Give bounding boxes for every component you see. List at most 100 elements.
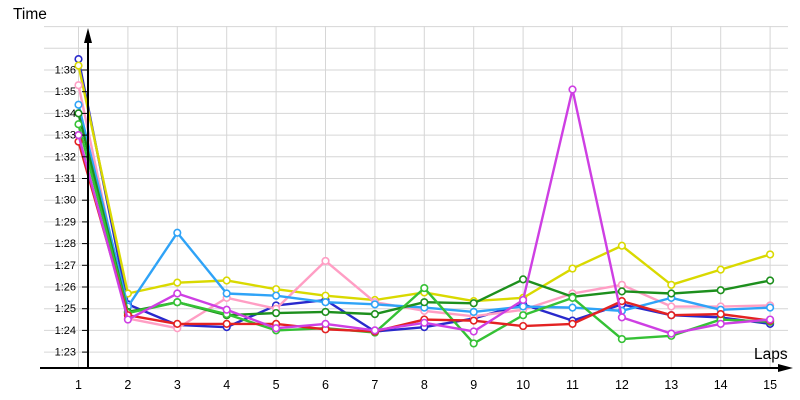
tick-label-layer: 1:23 1:24 1:25 1:26 1:27 1:28 1:29 1:30 1:31 1:32… (55, 65, 778, 393)
data-point-yellow (321, 291, 330, 300)
data-point-sky-blue (469, 307, 478, 317)
x-tick-label: 1 (75, 378, 82, 392)
data-point-magenta (716, 319, 725, 328)
y-tick-label: 1:24 (55, 325, 76, 337)
y-tick-label: 1:25 (55, 303, 76, 315)
data-point-dark-green (469, 299, 478, 308)
y-tick-label: 1:33 (55, 130, 76, 142)
y-tick-label: 1:29 (55, 216, 76, 228)
data-point-sky-blue (765, 303, 775, 312)
data-point-green (518, 311, 528, 320)
y-tick-label: 1:31 (55, 173, 76, 185)
data-point-sky-blue (321, 298, 330, 307)
data-point-sky-blue (518, 302, 528, 311)
data-point-dark-green (74, 109, 83, 118)
y-tick-label: 1:30 (55, 195, 76, 207)
y-tick-label: 1:23 (55, 347, 76, 359)
data-point-green (617, 334, 627, 344)
x-tick-label: 10 (516, 378, 530, 392)
x-tick-label: 13 (664, 378, 678, 392)
data-point-magenta (420, 318, 429, 327)
x-tick-label: 15 (763, 378, 777, 392)
data-point-pink (617, 280, 627, 289)
data-point-dark-green (370, 310, 380, 319)
x-tick-label: 4 (223, 378, 230, 392)
data-point-dark-green (272, 308, 281, 318)
data-point-green (74, 120, 83, 129)
y-tick-label: 1:26 (55, 282, 76, 294)
data-point-dark-green (765, 276, 775, 285)
y-tick-label: 1:35 (55, 86, 76, 98)
data-point-sky-blue (74, 100, 83, 109)
data-point-magenta (222, 305, 231, 314)
x-axis-title: Laps (754, 346, 788, 363)
data-point-red (568, 319, 577, 328)
data-point-sky-blue (173, 228, 182, 237)
x-tick-label: 7 (371, 378, 378, 392)
data-point-magenta (469, 327, 478, 336)
data-point-magenta (568, 85, 577, 94)
x-axis-arrow-icon (778, 364, 793, 372)
data-point-green (173, 298, 182, 307)
data-point-yellow (716, 265, 725, 274)
x-tick-label: 9 (470, 378, 477, 392)
x-tick-label: 8 (421, 378, 428, 392)
data-point-magenta (173, 289, 182, 298)
data-point-yellow (74, 61, 83, 70)
data-point-pink (667, 302, 676, 311)
data-point-red (716, 310, 725, 319)
data-point-magenta (321, 319, 330, 328)
data-point-red (173, 319, 182, 328)
y-tick-label: 1:27 (55, 260, 76, 272)
data-point-red (667, 311, 676, 320)
y-tick-label: 1:36 (55, 65, 76, 77)
axis-layer (40, 28, 793, 372)
x-tick-label: 2 (124, 378, 131, 392)
x-tick-label: 6 (322, 378, 329, 392)
data-point-green (469, 339, 478, 348)
data-point-magenta (370, 326, 380, 335)
data-point-sky-blue (568, 303, 577, 312)
data-point-red (222, 319, 231, 328)
data-point-sky-blue (222, 289, 231, 298)
x-tick-label: 11 (566, 378, 579, 392)
data-point-magenta (123, 315, 132, 324)
data-point-red (518, 321, 528, 331)
data-point-sky-blue (272, 291, 281, 300)
data-point-pink (321, 256, 330, 266)
data-point-dark-green (518, 275, 528, 284)
x-tick-label: 3 (174, 378, 181, 392)
data-point-magenta (272, 324, 281, 333)
data-point-green (420, 283, 429, 293)
data-point-magenta (667, 329, 676, 338)
data-point-red (469, 316, 478, 325)
data-point-magenta (765, 315, 775, 324)
y-axis-arrow-icon (84, 28, 92, 43)
data-point-dark-green (667, 289, 676, 298)
data-point-yellow (667, 280, 676, 289)
data-point-magenta (617, 313, 627, 322)
x-tick-label: 5 (273, 378, 280, 392)
data-point-yellow (568, 264, 577, 273)
data-point-yellow (173, 278, 182, 287)
data-point-yellow (222, 276, 231, 285)
data-point-dark-green (617, 287, 627, 296)
data-point-dark-green (420, 298, 429, 307)
data-point-dark-green (321, 307, 330, 317)
data-point-blue (74, 55, 83, 64)
data-point-sky-blue (370, 300, 380, 309)
data-point-yellow (272, 285, 281, 294)
x-tick-label: 12 (615, 378, 629, 392)
y-tick-label: 1:32 (55, 151, 76, 163)
y-tick-label: 1:28 (55, 238, 76, 250)
data-point-green (568, 293, 577, 302)
y-axis-title: Time (13, 6, 47, 23)
data-point-magenta (74, 131, 83, 140)
data-point-pink (74, 81, 83, 90)
y-tick-label: 1:34 (55, 108, 76, 120)
data-point-dark-green (716, 286, 725, 295)
data-point-magenta (518, 295, 528, 305)
series-layer (74, 55, 775, 348)
